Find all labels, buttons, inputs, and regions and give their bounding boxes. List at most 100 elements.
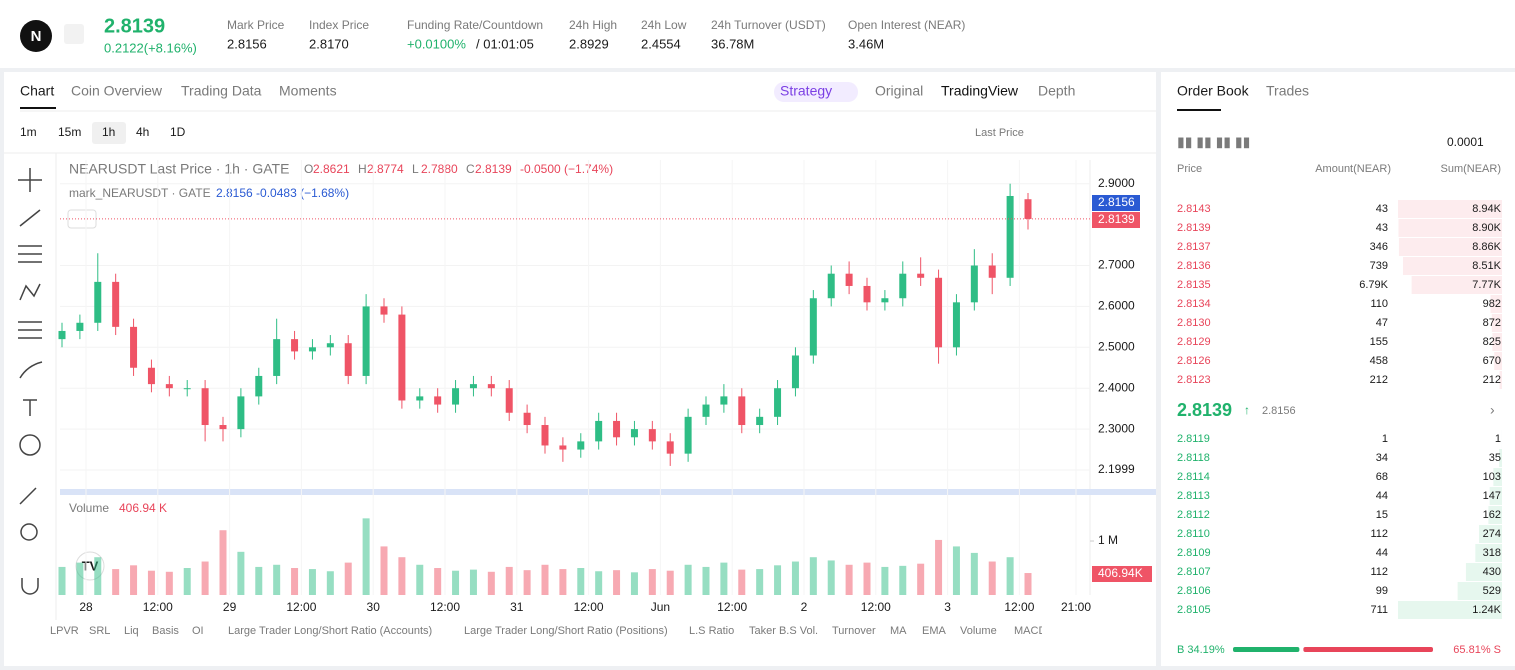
volume-bar (362, 518, 370, 595)
volume-bar (577, 568, 585, 595)
x-tick-label: 21:00 (1061, 600, 1091, 614)
favorite[interactable] (64, 24, 84, 44)
interval[interactable]: 1D (170, 125, 186, 139)
ohlc-value: 2.7880 (421, 162, 458, 176)
indicator[interactable]: MACD (1014, 625, 1046, 637)
view-tab[interactable]: TradingView (941, 83, 1019, 99)
ob-price: 2.8134 (1177, 298, 1211, 310)
tab[interactable]: Coin Overview (71, 83, 163, 99)
volume-bar (684, 564, 692, 595)
ohlc-value: 2.8774 (367, 162, 404, 176)
ob-price: 2.8136 (1177, 260, 1211, 272)
indicator[interactable]: SRL (89, 625, 110, 637)
precision[interactable]: 0.0001 (1447, 135, 1484, 149)
stat-label: Open Interest (NEAR) (848, 18, 965, 32)
volume-legend: Volume (69, 501, 109, 515)
ob-tab[interactable]: Order Book (1177, 83, 1250, 99)
view-tab[interactable]: Depth (1038, 83, 1075, 99)
indicator[interactable]: Basis (152, 625, 179, 637)
ob-amount: 43 (1376, 203, 1388, 215)
stat-value: 2.4554 (641, 36, 681, 51)
tab[interactable]: Chart (20, 83, 54, 99)
ob-sum: 318 (1483, 547, 1501, 559)
candle-body (935, 277, 943, 348)
interval-selected (92, 122, 126, 144)
indicator[interactable]: Turnover (832, 625, 876, 637)
depth-bar (1475, 544, 1502, 562)
ob-price: 2.8113 (1177, 490, 1210, 502)
view-tab[interactable]: Original (875, 83, 923, 99)
y-tick-label: 2.6000 (1098, 299, 1135, 313)
volume-bar (291, 568, 299, 595)
depth-icons[interactable]: ▮▮ ▮▮ ▮▮ ▮▮ (1177, 134, 1250, 150)
candle-body (559, 445, 567, 450)
ob-sum: 872 (1483, 317, 1501, 329)
price-type[interactable]: Last Price (975, 127, 1024, 139)
mark-tag-bg (1092, 195, 1140, 211)
ob-amount: 44 (1376, 547, 1388, 559)
ohlc-value: 2.8621 (313, 162, 350, 176)
ob-amount: 458 (1370, 355, 1388, 367)
ob-more[interactable]: › (1490, 402, 1495, 418)
indicator[interactable]: MA (890, 625, 907, 637)
drawing-tools[interactable] (18, 168, 43, 595)
tab[interactable]: Moments (279, 83, 337, 99)
ob-amount: 43 (1376, 222, 1388, 234)
buy-ratio: B 34.19% (1177, 644, 1225, 656)
ob-sum: 7.77K (1472, 279, 1501, 291)
candle-body (326, 343, 334, 348)
stat-label: 24h Turnover (USDT) (711, 18, 826, 32)
interval[interactable]: 4h (136, 125, 149, 139)
volume-bar (130, 565, 138, 595)
candle-body (756, 416, 764, 426)
ob-price: 2.8112 (1177, 509, 1210, 521)
interval[interactable]: 1m (20, 125, 37, 139)
view-tab[interactable]: Strategy (780, 83, 832, 99)
volume-bar (648, 569, 656, 595)
ob-price: 2.8107 (1177, 566, 1211, 578)
interval[interactable]: 1h (102, 125, 115, 139)
interval[interactable]: 15m (58, 125, 81, 139)
indicator[interactable]: L.S Ratio (689, 625, 734, 637)
ob-price: 2.8130 (1177, 317, 1211, 329)
indicator[interactable]: Large Trader Long/Short Ratio (Positions… (464, 625, 668, 637)
volume-bar (505, 566, 513, 595)
ohlc-key: L (412, 162, 419, 176)
ob-tab[interactable]: Trades (1266, 83, 1309, 99)
volume-bar (380, 546, 388, 595)
last-tag-bg (1092, 212, 1140, 228)
candle-body (469, 384, 477, 389)
indicator[interactable]: OI (192, 625, 204, 637)
ob-price: 2.8106 (1177, 585, 1211, 597)
ob-sum: 670 (1483, 355, 1501, 367)
indicator[interactable]: Taker B.S Vol. (749, 625, 818, 637)
candle-body (613, 420, 621, 438)
ob-price: 2.8129 (1177, 336, 1211, 348)
indicator[interactable]: EMA (922, 625, 947, 637)
depth-bar (1411, 276, 1502, 294)
candle-body (362, 306, 370, 376)
legend-mark-title: mark_NEARUSDT · GATE (69, 186, 211, 200)
ob-amount: 68 (1376, 471, 1388, 483)
x-tick-label: 31 (510, 600, 524, 614)
indicator[interactable]: LPVR (50, 625, 79, 637)
x-tick-label: 3 (944, 600, 951, 614)
indicator[interactable]: Liq (124, 625, 139, 637)
candle-body (774, 388, 782, 417)
volume-bar (595, 571, 603, 595)
x-tick-label: 28 (79, 600, 93, 614)
indicator[interactable]: Volume (960, 625, 997, 637)
ob-amount: 155 (1370, 336, 1388, 348)
ob-price: 2.8139 (1177, 222, 1211, 234)
volume-legend-value: 406.94 K (119, 501, 167, 515)
candle-body (1024, 199, 1032, 219)
tab[interactable]: Trading Data (181, 83, 262, 99)
ohlc-key: C (466, 162, 475, 176)
depth-bar (1398, 601, 1502, 619)
pane-separator (60, 489, 1156, 495)
candle-body (434, 396, 442, 405)
indicator[interactable]: Large Trader Long/Short Ratio (Accounts) (228, 625, 432, 637)
candle-body (577, 441, 585, 450)
x-tick-label: 12:00 (861, 600, 891, 614)
